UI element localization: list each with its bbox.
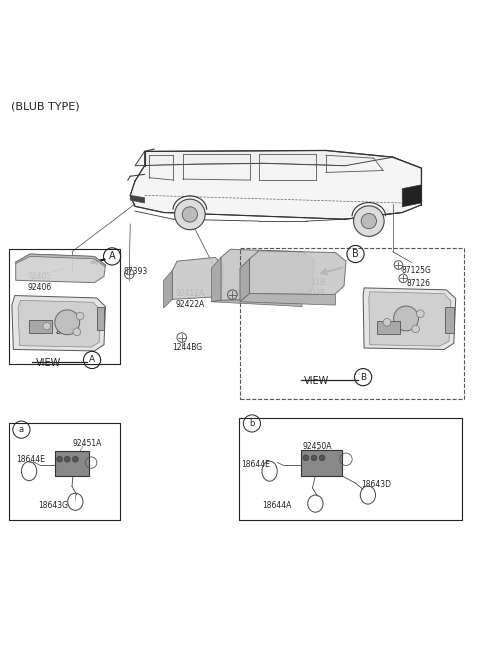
Polygon shape: [402, 185, 421, 207]
Text: a: a: [19, 425, 24, 434]
Polygon shape: [130, 195, 144, 203]
Circle shape: [394, 306, 419, 331]
Circle shape: [72, 457, 78, 462]
FancyBboxPatch shape: [377, 321, 400, 334]
Polygon shape: [240, 259, 250, 302]
Text: 1244BG: 1244BG: [172, 343, 203, 352]
Circle shape: [76, 312, 84, 320]
Text: b: b: [427, 307, 432, 316]
Circle shape: [354, 206, 384, 236]
Circle shape: [303, 455, 309, 461]
Polygon shape: [240, 294, 336, 305]
Polygon shape: [144, 150, 421, 168]
Polygon shape: [164, 271, 172, 308]
FancyBboxPatch shape: [29, 320, 52, 333]
Circle shape: [64, 457, 70, 462]
Text: 87125G: 87125G: [401, 266, 431, 275]
Text: B: B: [360, 373, 366, 382]
Polygon shape: [12, 296, 106, 351]
Text: a: a: [55, 327, 60, 337]
Text: 92450A: 92450A: [302, 442, 332, 451]
Polygon shape: [16, 254, 106, 283]
Text: B: B: [352, 249, 359, 259]
Polygon shape: [363, 288, 456, 350]
Circle shape: [319, 455, 325, 461]
FancyBboxPatch shape: [300, 450, 342, 476]
Circle shape: [182, 207, 198, 222]
Text: 18643G: 18643G: [38, 501, 68, 510]
Text: 92405
92406: 92405 92406: [28, 272, 52, 292]
Text: VIEW: VIEW: [304, 376, 329, 386]
Text: A: A: [89, 356, 95, 365]
Text: 87126: 87126: [406, 279, 430, 289]
Polygon shape: [211, 257, 221, 302]
Text: 18644E: 18644E: [241, 459, 270, 468]
Circle shape: [43, 322, 50, 330]
Text: 86910: 86910: [234, 289, 258, 298]
Text: 92401B
92402B: 92401B 92402B: [296, 278, 325, 298]
Text: (BLUB TYPE): (BLUB TYPE): [11, 101, 80, 112]
Polygon shape: [172, 257, 223, 299]
Circle shape: [311, 455, 317, 461]
Circle shape: [412, 325, 420, 333]
FancyBboxPatch shape: [445, 306, 454, 333]
Text: A: A: [109, 251, 115, 262]
Text: VIEW: VIEW: [36, 358, 61, 368]
FancyBboxPatch shape: [55, 451, 89, 476]
Text: b: b: [249, 419, 254, 428]
Polygon shape: [18, 300, 101, 347]
Polygon shape: [211, 298, 302, 306]
Text: 87393: 87393: [123, 267, 147, 276]
Polygon shape: [369, 292, 451, 346]
Polygon shape: [221, 249, 314, 300]
Circle shape: [383, 318, 391, 326]
Text: 18644E: 18644E: [16, 455, 45, 464]
Text: 92451A: 92451A: [72, 439, 101, 448]
Circle shape: [57, 457, 62, 462]
Polygon shape: [16, 254, 106, 267]
Text: 18644A: 18644A: [263, 501, 292, 510]
Polygon shape: [250, 251, 346, 295]
Text: 92412A
92422A: 92412A 92422A: [176, 289, 205, 309]
FancyBboxPatch shape: [97, 306, 105, 331]
Text: 18643D: 18643D: [362, 480, 392, 489]
Circle shape: [361, 213, 376, 229]
Circle shape: [73, 328, 81, 336]
Polygon shape: [130, 152, 421, 219]
Circle shape: [417, 310, 424, 318]
Circle shape: [55, 310, 80, 335]
Circle shape: [175, 199, 205, 230]
